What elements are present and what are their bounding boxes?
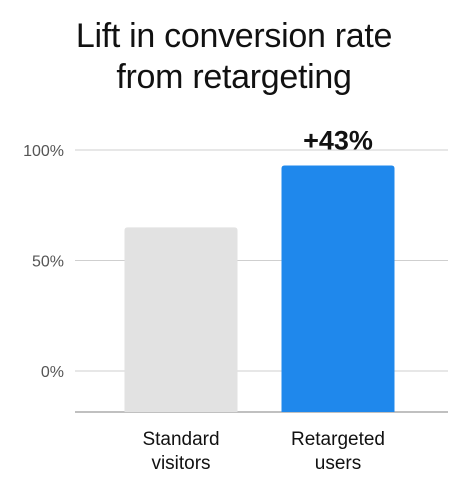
chart-title-line-1: Lift in conversion rate	[75, 17, 393, 55]
bar-standard-visitors	[124, 227, 238, 412]
chart-title-line-2: from retargeting	[116, 58, 352, 96]
bar-retargeted-users	[281, 165, 395, 412]
labels: 100% 50% 0% Standard visitors Retargeted users…	[23, 125, 385, 474]
chart-title: Lift in conversion rate from retargeting	[0, 16, 468, 98]
category-label-0-line-1: Standard	[142, 429, 219, 450]
y-tick-label-0: 0%	[41, 364, 64, 381]
category-label-1-line-1: Retargeted	[291, 429, 385, 450]
y-tick-label-100: 100%	[23, 143, 64, 160]
lift-annotation: +43%	[303, 125, 373, 155]
category-label-0-line-2: visitors	[151, 453, 210, 474]
y-tick-label-50: 50%	[32, 254, 64, 271]
bars	[124, 165, 395, 412]
category-label-1-line-2: users	[315, 453, 361, 474]
